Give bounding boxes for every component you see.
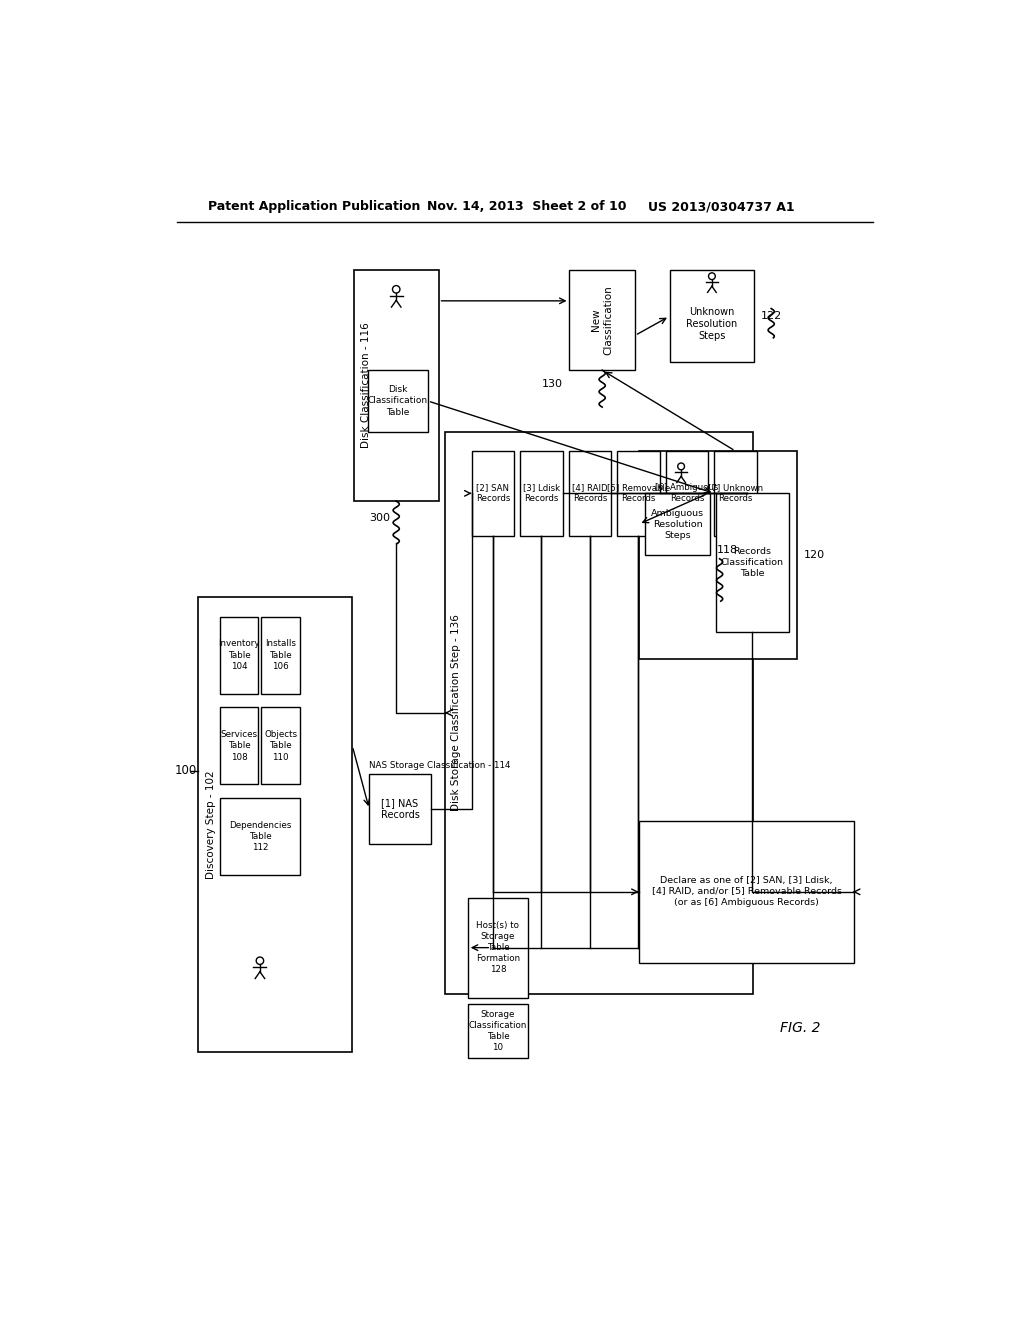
Text: 122: 122 — [761, 312, 781, 321]
Bar — [220, 708, 258, 784]
Bar — [714, 451, 757, 536]
Bar — [670, 271, 755, 363]
Bar — [716, 494, 788, 632]
Text: 118: 118 — [717, 545, 738, 554]
Text: NAS Storage Classification - 114: NAS Storage Classification - 114 — [370, 760, 511, 770]
Text: Unknown
Resolution
Steps: Unknown Resolution Steps — [686, 306, 737, 342]
Bar — [444, 432, 753, 994]
Text: [4] RAID
Records: [4] RAID Records — [572, 483, 607, 503]
Bar — [468, 898, 528, 998]
Text: US 2013/0304737 A1: US 2013/0304737 A1 — [648, 201, 795, 214]
Text: Records
Classification
Table: Records Classification Table — [721, 546, 783, 578]
Bar — [666, 451, 708, 536]
Text: 100: 100 — [175, 764, 198, 777]
Bar — [368, 370, 428, 432]
Text: Storage
Classification
Table
10: Storage Classification Table 10 — [469, 1010, 527, 1052]
Bar — [645, 494, 711, 554]
Bar — [468, 1003, 528, 1057]
Text: Disk Classification - 116: Disk Classification - 116 — [361, 322, 371, 449]
Text: Declare as one of [2] SAN, [3] Ldisk,
[4] RAID, and/or [5] Removable Records
(or: Declare as one of [2] SAN, [3] Ldisk, [4… — [651, 876, 842, 907]
Text: Disk Storage Classification Step - 136: Disk Storage Classification Step - 136 — [452, 614, 461, 812]
Text: [7] Unknown
Records: [7] Unknown Records — [708, 483, 763, 503]
Bar — [568, 451, 611, 536]
Text: FIG. 2: FIG. 2 — [780, 1022, 820, 1035]
Text: Disk
Classification
Table: Disk Classification Table — [368, 385, 428, 417]
Bar — [220, 616, 258, 693]
Bar — [354, 271, 438, 502]
Text: [6] Ambiguous
Records: [6] Ambiguous Records — [655, 483, 719, 503]
Bar — [639, 451, 797, 659]
Text: 120: 120 — [804, 550, 825, 560]
Text: [3] Ldisk
Records: [3] Ldisk Records — [523, 483, 560, 503]
Bar — [261, 708, 300, 784]
Text: Patent Application Publication: Patent Application Publication — [208, 201, 420, 214]
Text: Nov. 14, 2013  Sheet 2 of 10: Nov. 14, 2013 Sheet 2 of 10 — [427, 201, 627, 214]
Text: 300: 300 — [369, 513, 390, 523]
Bar — [472, 451, 514, 536]
Text: Objects
Table
110: Objects Table 110 — [264, 730, 297, 762]
Text: Inventory
Table
104: Inventory Table 104 — [218, 639, 260, 671]
Text: Services
Table
108: Services Table 108 — [220, 730, 258, 762]
Text: Host(s) to
Storage
Table
Formation
128: Host(s) to Storage Table Formation 128 — [476, 921, 520, 974]
Bar — [261, 616, 300, 693]
Text: [1] NAS
Records: [1] NAS Records — [381, 797, 420, 820]
Text: Discovery Step - 102: Discovery Step - 102 — [207, 770, 216, 879]
Text: New
Classification: New Classification — [591, 285, 613, 355]
Text: 130: 130 — [542, 379, 563, 389]
Text: Installs
Table
106: Installs Table 106 — [265, 639, 296, 671]
Bar — [617, 451, 659, 536]
Bar — [639, 821, 854, 964]
Text: [2] SAN
Records: [2] SAN Records — [476, 483, 510, 503]
Bar — [220, 799, 300, 875]
Bar — [520, 451, 562, 536]
Text: Ambiguous
Resolution
Steps: Ambiguous Resolution Steps — [651, 508, 705, 540]
Bar — [199, 597, 352, 1052]
Bar — [569, 271, 635, 370]
Bar — [370, 775, 431, 843]
Text: [5] Removable
Records: [5] Removable Records — [607, 483, 670, 503]
Text: Dependencies
Table
112: Dependencies Table 112 — [228, 821, 291, 853]
